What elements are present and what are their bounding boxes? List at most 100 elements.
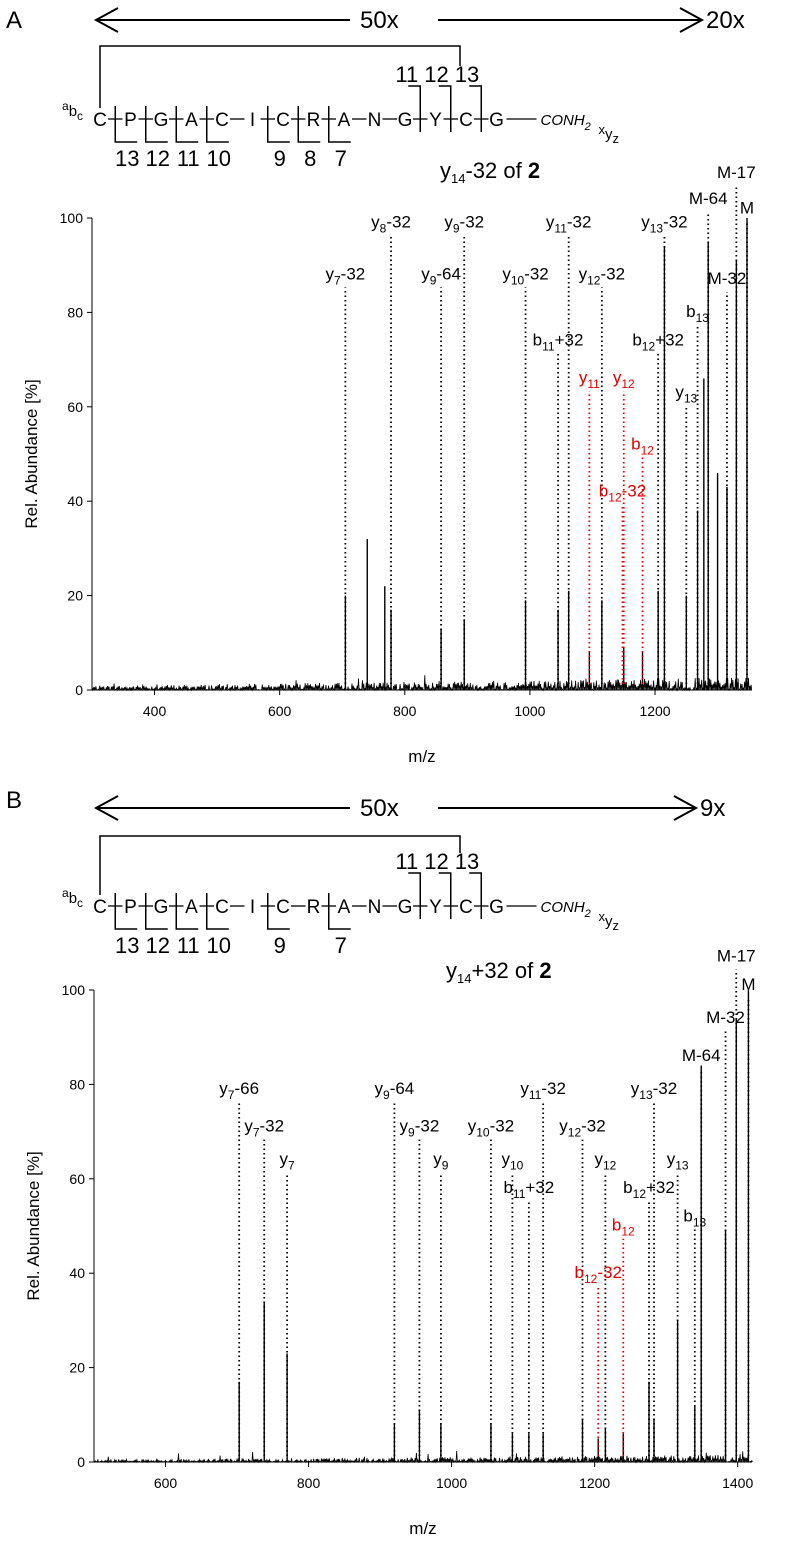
annotation-label: y12-32 <box>579 264 625 287</box>
y-tick-label: 80 <box>69 1076 85 1092</box>
cterm-ion-label: xyz <box>599 909 620 933</box>
x-tick-label: 800 <box>393 703 417 719</box>
annotation-label: y7-32 <box>244 1117 284 1140</box>
spectrum-noise <box>93 1450 753 1464</box>
y-ion-cleavage-marker <box>175 106 199 143</box>
x-tick-label: 1000 <box>514 703 545 719</box>
y-ion-cleavage-marker <box>175 893 199 930</box>
arrow-left-head-icon <box>93 7 119 33</box>
annotation-label: y9 <box>433 1150 449 1173</box>
residue-G: G <box>154 897 169 918</box>
annotation-label: M-17 <box>717 163 756 182</box>
annotation-label: b12 <box>612 1216 635 1239</box>
residue-C: C <box>215 110 229 131</box>
y-tick-label: 60 <box>67 399 83 415</box>
residue-R: R <box>307 110 321 131</box>
annotation-label: y12-32 <box>559 1117 605 1140</box>
nterm-ion-label: abc <box>62 886 83 910</box>
annotation-label: y13 <box>667 1150 689 1173</box>
residue-N: N <box>368 110 382 131</box>
b-ion-cleavage-marker <box>469 872 482 919</box>
annotation-label: b11+32 <box>503 1178 554 1201</box>
y-ion-number: 12 <box>146 146 170 171</box>
y-ion-cleavage-marker <box>114 106 138 143</box>
residue-G: G <box>489 897 504 918</box>
annotation-label: y10-32 <box>502 264 548 287</box>
annotation-label: M-64 <box>689 189 728 208</box>
x-tick-label: 1200 <box>579 1475 610 1491</box>
residue-C: C <box>276 110 290 131</box>
magnification-label-left: 50x <box>360 7 399 34</box>
residue-C: C <box>93 110 107 131</box>
residue-A: A <box>338 110 351 131</box>
y-ion-number: 9 <box>274 146 286 171</box>
annotation-label: y11-32 <box>520 1079 566 1102</box>
y-ion-cleavage-marker <box>297 106 321 143</box>
annotation-label: M-32 <box>708 269 747 288</box>
spectrum-title: y14-32 of 2 <box>440 158 540 186</box>
residue-G: G <box>398 897 413 918</box>
residue-N: N <box>368 897 382 918</box>
annotation-label: b13 <box>683 1206 706 1229</box>
b-ion-cleavage-marker <box>408 872 421 919</box>
x-tick-label: 600 <box>268 703 292 719</box>
chart-a: 0 20 40 60 80 100 400 600 800 1000 1200 m/z Rel. Abu… <box>22 163 756 766</box>
magnification-label-left: 50x <box>360 795 399 822</box>
disulfide-link <box>99 45 461 108</box>
x-axis-label: m/z <box>409 1519 436 1538</box>
y-tick-label: 0 <box>77 1454 85 1470</box>
annotation-label: y8-32 <box>371 212 411 235</box>
annotation-label: y7-32 <box>325 264 365 287</box>
annotation-label: M <box>741 975 755 994</box>
arrow-right-head-icon <box>673 795 699 821</box>
b-ion-number: 11 <box>395 62 418 87</box>
cterm-ion-label: xyz <box>599 122 620 146</box>
arrow-right-head-icon <box>679 7 705 33</box>
y-axis-label: Rel. Abundance [%] <box>22 379 41 528</box>
y-ion-cleavage-marker <box>206 106 229 143</box>
residue-C: C <box>459 897 473 918</box>
residue-C: C <box>215 897 229 918</box>
residue-G: G <box>154 110 169 131</box>
x-tick-label: 600 <box>154 1475 178 1491</box>
y-tick-label: 20 <box>67 588 83 604</box>
annotation-label: M-64 <box>682 1046 721 1065</box>
residue-G: G <box>489 110 504 131</box>
annotation-label: b12 <box>631 434 654 457</box>
x-tick-label: 1200 <box>639 703 670 719</box>
annotation-label: y9-32 <box>400 1117 440 1140</box>
y-ion-cleavage-marker <box>145 893 168 930</box>
y-ion-number: 11 <box>177 146 200 171</box>
chart-b: 0 20 40 60 80 100 600 800 1000 1200 1400 m/z Rel. Ab… <box>24 947 756 1538</box>
magnification-label-right: 20x <box>706 7 745 34</box>
annotation-label: b13 <box>686 302 709 325</box>
b-ion-cleavage-marker <box>469 85 482 132</box>
annotation-label: y13-32 <box>641 212 687 235</box>
b-ion-cleavage-marker <box>438 872 452 919</box>
y-ion-number: 13 <box>115 933 139 958</box>
y-ion-number: 11 <box>177 933 200 958</box>
y-ion-number: 7 <box>335 146 347 171</box>
y-tick-label: 60 <box>69 1171 85 1187</box>
annotation-label: M <box>740 198 754 217</box>
residue-P: P <box>124 897 137 918</box>
residue-R: R <box>307 897 321 918</box>
annotation-label: y9-32 <box>444 212 484 235</box>
annotation-label: b12-32 <box>575 1263 622 1286</box>
y-tick-label: 40 <box>67 493 83 509</box>
y-ion-cleavage-marker <box>328 893 351 930</box>
b-ion-number: 12 <box>424 849 448 874</box>
y-ion-cleavage-marker <box>145 106 168 143</box>
y-axis-label: Rel. Abundance [%] <box>24 1151 43 1300</box>
annotation-label: y10 <box>501 1150 523 1173</box>
y-tick-label: 20 <box>69 1360 85 1376</box>
x-tick-label: 800 <box>297 1475 321 1491</box>
annotation-label: M-32 <box>706 1008 745 1027</box>
y-ion-cleavage-marker <box>114 893 138 930</box>
arrow-left-head-icon <box>93 795 119 821</box>
y-ion-number: 9 <box>274 933 286 958</box>
b-ion-cleavage-marker <box>408 85 421 132</box>
y-tick-label: 0 <box>75 682 83 698</box>
